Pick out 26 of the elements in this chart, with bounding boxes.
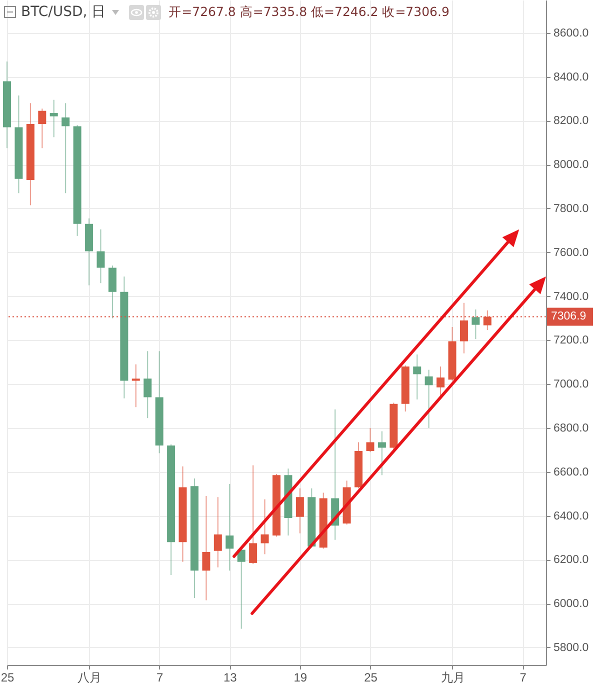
x-tick-label: 八月 — [78, 670, 102, 684]
y-tick-label: 6200.0 — [554, 554, 589, 566]
y-tick-label: 6800.0 — [554, 422, 589, 434]
y-tick-label: 5800.0 — [554, 642, 589, 654]
y-tick-label: 8400.0 — [554, 71, 589, 84]
y-tick-label: 7800.0 — [554, 203, 589, 215]
x-tick-label: 25 — [0, 670, 14, 684]
x-tick-label: 19 — [294, 670, 308, 684]
x-tick-label: 7 — [520, 670, 527, 684]
x-tick-label: 九月 — [440, 670, 465, 684]
y-tick-label: 7600.0 — [554, 246, 589, 259]
x-tick-label: 25 — [364, 670, 378, 684]
y-tick-label: 8200.0 — [554, 115, 589, 128]
chart-title: BTC/USD, 日 — [21, 3, 106, 21]
y-tick-label: 6600.0 — [554, 466, 589, 478]
y-tick-label: 7000.0 — [554, 378, 589, 391]
x-tick-label: 13 — [223, 670, 238, 684]
x-tick-label: 7 — [156, 670, 164, 684]
y-tick-label: 8000.0 — [554, 159, 589, 172]
y-tick-label: 7200.0 — [554, 334, 589, 347]
y-tick-label: 6000.0 — [554, 598, 589, 610]
y-tick-label: 8600.0 — [554, 27, 589, 40]
y-tick-label: 7400.0 — [554, 290, 589, 303]
ref-line-label: 7306.9 — [551, 310, 586, 323]
annotation: 开=7267.8 高=7335.8 低=7246.2 收=7306.9 — [168, 4, 450, 20]
y-tick-label: 6400.0 — [554, 510, 589, 522]
